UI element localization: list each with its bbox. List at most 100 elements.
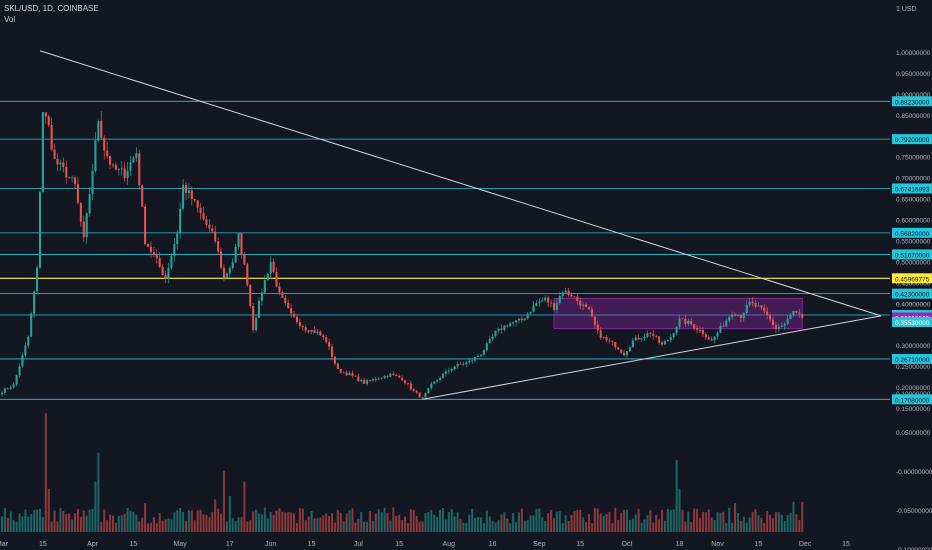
volume-bar	[713, 519, 716, 532]
volume-bar	[512, 512, 515, 532]
level-tag-label: 0.79200000	[895, 137, 930, 144]
price-tick-label: 0.50000000	[896, 259, 931, 266]
volume-bar	[690, 522, 693, 532]
candle-body	[409, 383, 412, 390]
candle-body	[757, 305, 760, 307]
time-tick-label: 15	[576, 541, 584, 548]
volume-bar	[190, 510, 193, 532]
candle-body	[599, 330, 602, 338]
volume-bar	[199, 509, 202, 532]
volume-bar	[716, 512, 719, 532]
candle-body	[351, 373, 354, 376]
volume-bar	[167, 518, 170, 532]
time-axis[interactable]: Mar 15 Apr 15 May 17 Jun 15 Jul 15 Aug 16 Sep 15 Oct 18…	[0, 541, 850, 548]
candle-body	[79, 202, 82, 222]
candle-body	[366, 380, 369, 384]
volume-bar	[269, 511, 272, 532]
symbol-legend[interactable]: SKL/USD, 1D, COINBASE Vol	[4, 3, 99, 25]
volume-bar	[155, 523, 158, 532]
volume-bar	[94, 481, 97, 532]
volume-bar	[430, 509, 433, 532]
candle-body	[774, 325, 777, 329]
price-tick-label: 0.85000000	[896, 113, 931, 120]
candle-body	[383, 375, 386, 378]
candle-body	[701, 329, 704, 335]
price-tick-label: 0.30000000	[896, 343, 931, 350]
volume-bar	[342, 521, 345, 532]
candle-body	[739, 314, 742, 319]
candle-body	[625, 351, 629, 356]
volume-bar	[266, 518, 269, 532]
candle-body	[129, 162, 132, 171]
volume-bar	[608, 511, 611, 532]
candle-body	[167, 268, 170, 279]
candle-body	[611, 341, 614, 343]
candle-body	[18, 366, 21, 376]
volume-bar	[564, 515, 567, 532]
volume-bar	[547, 513, 550, 532]
candle-body	[736, 314, 739, 316]
candle-body	[415, 390, 418, 393]
candle-body	[459, 363, 462, 365]
candle-body	[211, 228, 214, 232]
volume-bar	[792, 501, 795, 532]
candle-body	[284, 297, 287, 303]
price-tick-label: 0.25000000	[896, 364, 931, 371]
volume-bar	[290, 512, 293, 532]
candle-body	[199, 207, 202, 214]
volume-bar	[237, 517, 240, 532]
candle-body	[567, 290, 570, 295]
volume-bar	[278, 508, 281, 532]
candle-body	[275, 271, 278, 287]
symbol-title[interactable]: SKL/USD, 1D, COINBASE	[4, 4, 99, 13]
volume-bar	[56, 521, 59, 532]
level-tag	[892, 227, 932, 238]
volume-bar	[293, 513, 296, 532]
candle-body	[771, 319, 775, 326]
candle-body	[82, 221, 85, 238]
candle-body	[792, 310, 795, 316]
volume-bar	[544, 521, 547, 532]
candle-body	[722, 325, 725, 327]
volume-bar	[701, 511, 704, 532]
volume-bar	[68, 513, 71, 532]
candle-body	[164, 275, 167, 279]
volume-bar	[526, 520, 529, 532]
volume-bar	[710, 517, 713, 532]
candle-body	[453, 366, 456, 370]
volume-bar	[663, 520, 666, 532]
candle-body	[404, 380, 407, 384]
trend-lines[interactable]	[39, 50, 882, 400]
candle-body	[427, 388, 430, 393]
volume-bar	[412, 510, 415, 532]
candle-body	[179, 208, 182, 234]
volume-bar	[588, 514, 591, 532]
candle-body	[237, 233, 240, 247]
candle-body	[617, 347, 620, 350]
volume-bar	[106, 520, 109, 532]
candle-body	[491, 336, 494, 339]
candle-body	[596, 324, 599, 331]
volume-bar	[620, 512, 623, 532]
volume-bar	[255, 509, 258, 532]
candle-body	[328, 342, 331, 347]
candle-body	[593, 316, 596, 325]
volume-bar	[576, 509, 579, 532]
volume-bar	[389, 520, 392, 532]
candle-body	[696, 328, 699, 330]
candle-body	[304, 327, 307, 331]
volume-bar	[158, 513, 161, 532]
candle-body	[123, 168, 126, 179]
candle-body	[298, 322, 301, 327]
volume-bar	[611, 523, 614, 532]
candle-body	[313, 329, 316, 333]
volume-bar	[202, 514, 205, 532]
candle-body	[698, 329, 702, 331]
volume-bar	[599, 513, 602, 532]
volume-bar	[494, 522, 497, 532]
volume-bar	[631, 518, 634, 532]
candle-body	[30, 313, 33, 337]
volume-bar	[409, 509, 412, 532]
volume-bar	[523, 520, 526, 532]
